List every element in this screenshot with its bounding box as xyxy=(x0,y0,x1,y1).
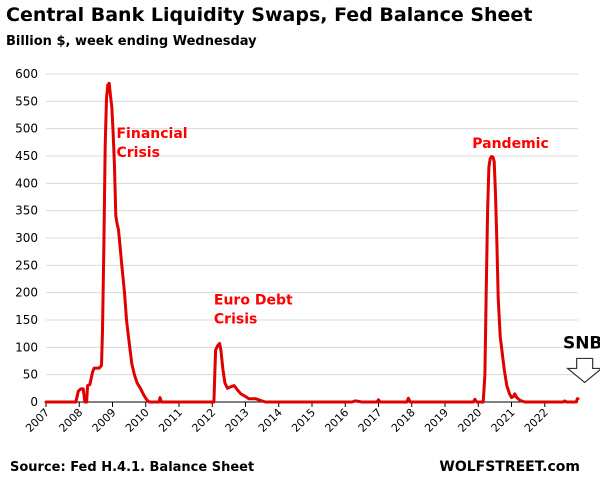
x-tick-label-2: 2009 xyxy=(90,406,119,435)
axis-layer: 0 50 100 150 200 250 300 350 400 450 500 550 600 2007… xyxy=(15,67,578,435)
y-tick-label-6: 300 xyxy=(15,231,38,245)
annotation-0-line-0: Financial xyxy=(116,126,187,142)
y-tick-label-10: 500 xyxy=(15,122,38,136)
x-tick-label-10: 2017 xyxy=(356,406,385,435)
y-tick-label-0: 0 xyxy=(30,395,38,409)
x-tick-label-9: 2016 xyxy=(322,406,351,435)
x-tick-label-5: 2012 xyxy=(189,406,218,435)
x-tick-label-12: 2019 xyxy=(422,406,451,435)
annotation-2-line-0: Pandemic xyxy=(472,136,549,152)
x-tick-label-14: 2021 xyxy=(489,406,518,435)
y-tick-label-1: 50 xyxy=(23,368,38,382)
x-tick-label-1: 2008 xyxy=(56,406,85,435)
annotation-1-line-1: Crisis xyxy=(214,312,257,328)
y-tick-label-7: 350 xyxy=(15,204,38,218)
y-tick-label-4: 200 xyxy=(15,286,38,300)
x-tick-label-3: 2010 xyxy=(123,406,152,435)
annotation-snb: SNB xyxy=(563,333,600,353)
x-tick-label-13: 2020 xyxy=(455,406,484,435)
source-note: Source: Fed H.4.1. Balance Sheet xyxy=(10,460,255,475)
x-tick-label-7: 2014 xyxy=(256,406,285,435)
chart-title: Central Bank Liquidity Swaps, Fed Balanc… xyxy=(6,4,533,26)
annotation-1-line-0: Euro Debt xyxy=(214,293,293,309)
y-tick-label-2: 100 xyxy=(15,340,38,354)
y-tick-label-12: 600 xyxy=(15,67,38,81)
annotation-layer: Financial Crisis Euro Debt Crisis Pandemic SN… xyxy=(116,126,600,384)
y-tick-label-11: 550 xyxy=(15,94,38,108)
x-tick-label-8: 2015 xyxy=(289,406,318,435)
down-arrow-icon xyxy=(566,357,600,384)
y-tick-label-8: 400 xyxy=(15,176,38,190)
y-tick-label-3: 150 xyxy=(15,313,38,327)
x-tick-label-15: 2022 xyxy=(522,406,551,435)
grid-layer xyxy=(46,73,578,376)
annotation-0-line-1: Crisis xyxy=(116,145,159,161)
chart-subtitle: Billion $, week ending Wednesday xyxy=(6,34,257,49)
y-tick-label-5: 250 xyxy=(15,258,38,272)
x-tick-label-6: 2013 xyxy=(223,406,252,435)
y-tick-label-9: 450 xyxy=(15,149,38,163)
x-tick-label-4: 2011 xyxy=(156,406,185,435)
series-line-0 xyxy=(44,81,580,404)
x-tick-label-0: 2007 xyxy=(23,406,52,435)
series-layer xyxy=(44,81,580,404)
brand-label: WOLFSTREET.com xyxy=(439,459,580,475)
x-tick-label-11: 2018 xyxy=(389,406,418,435)
